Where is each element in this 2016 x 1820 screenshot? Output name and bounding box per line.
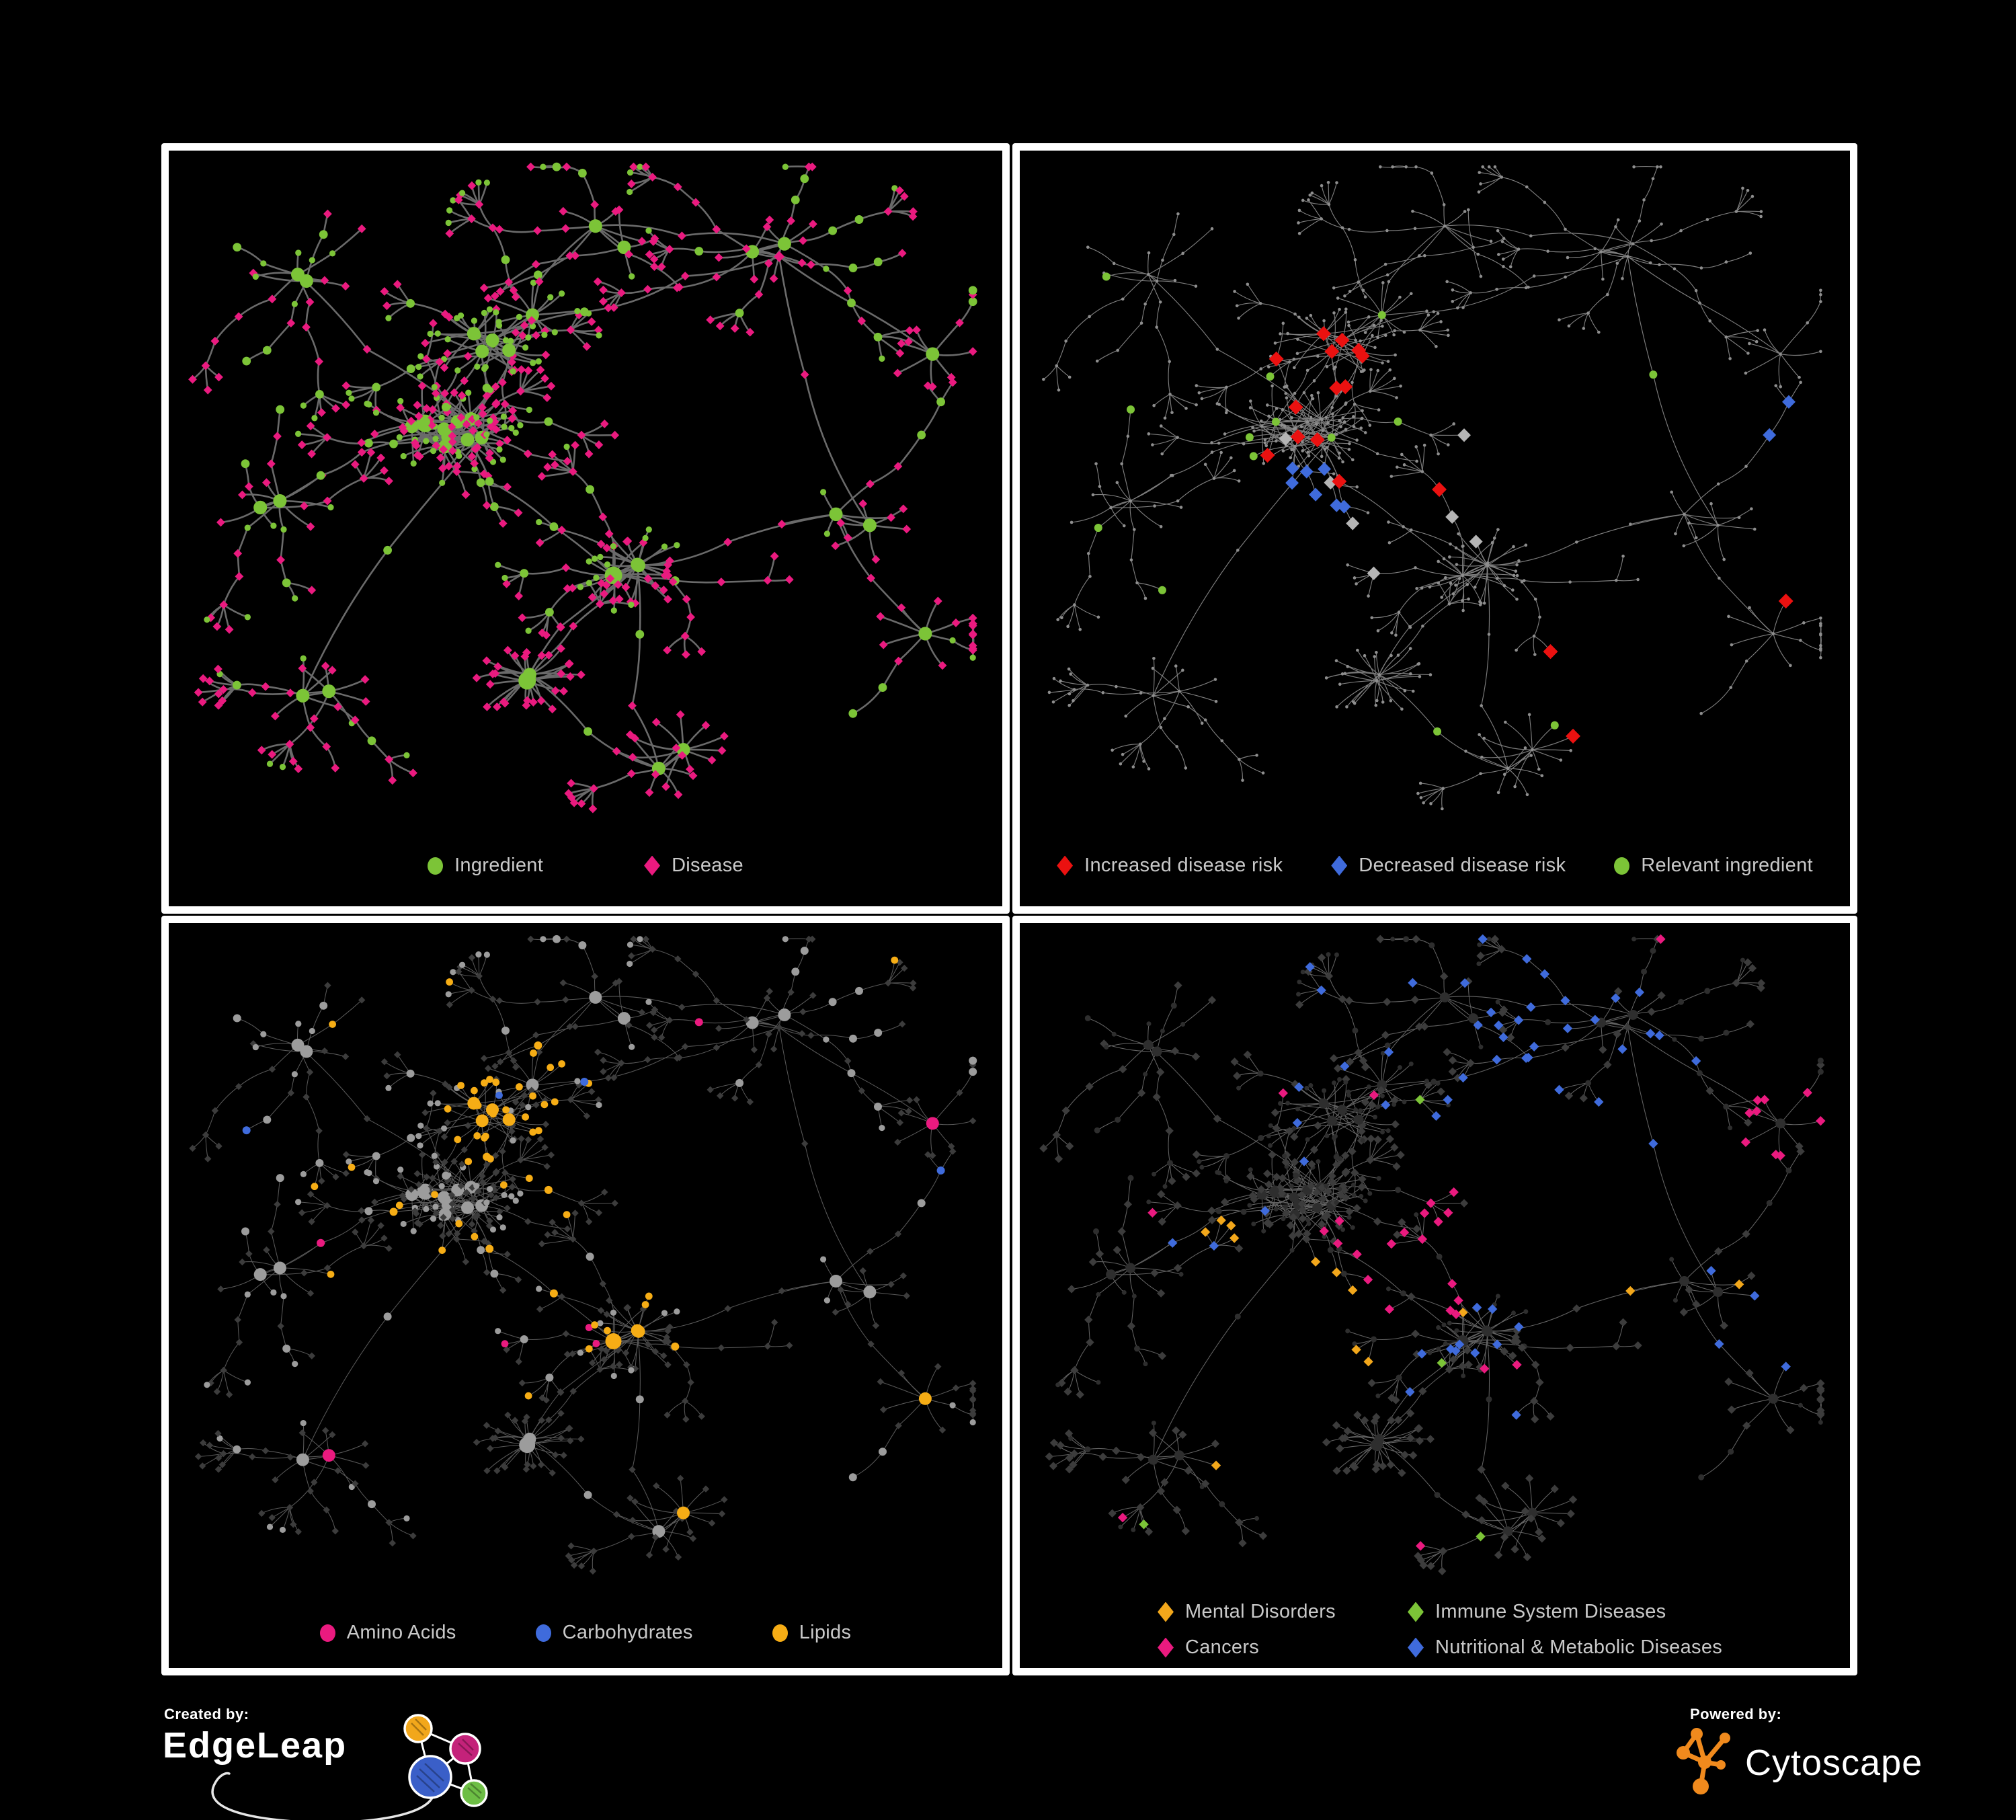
- edgeleap-branding: Created by: EdgeLeap: [161, 1702, 551, 1820]
- cytoscape-logo-row: Cytoscape: [1672, 1723, 1982, 1803]
- legend-label: Disease: [672, 855, 743, 876]
- legend-circle-icon: [428, 857, 444, 875]
- cytoscape-logo-text: Cytoscape: [1745, 1743, 1923, 1783]
- legend-diamond-icon: [1158, 1637, 1174, 1658]
- nodes-layer: [189, 935, 977, 1575]
- legend-disease-risk: Increased disease risk Decreased disease …: [1020, 855, 1850, 877]
- legend-label: Lipids: [799, 1622, 852, 1643]
- edgeleap-swoosh: [211, 1772, 434, 1820]
- edges-layer: [1043, 938, 1822, 1572]
- edges-layer: [1043, 165, 1822, 809]
- cytoscape-logo-icon: [1677, 1728, 1730, 1794]
- nodes-layer: [188, 162, 977, 814]
- legend-circle-icon: [772, 1624, 788, 1642]
- legend-circle-icon: [1614, 857, 1630, 875]
- network-graph-disease-classes: [1039, 934, 1826, 1575]
- legend-item-ingredient: Ingredient: [428, 855, 543, 877]
- panel-disease-risk-network: Increased disease risk Decreased disease …: [1012, 143, 1857, 914]
- panel-disease-classes-network: Mental Disorders Immune System Diseases Ca…: [1012, 916, 1857, 1675]
- legend-item-disease: Disease: [644, 855, 743, 877]
- panel-ingredient-disease-network: Ingredient Disease: [161, 143, 1010, 914]
- legend-disease-classes: Mental Disorders Immune System Diseases Ca…: [1158, 1601, 1722, 1659]
- cytoscape-branding: Powered by: Cytoscape: [1672, 1702, 1982, 1820]
- legend-nutrient-classes: Amino Acids Carbohydrates Lipids: [169, 1622, 1002, 1644]
- legend-circle-icon: [319, 1624, 335, 1642]
- legend-item-amino-acids: Amino Acids: [319, 1622, 456, 1644]
- created-by-label: Created by:: [164, 1706, 249, 1723]
- legend-ingredient-disease: Ingredient Disease: [169, 855, 1002, 877]
- legend-diamond-icon: [1331, 855, 1348, 876]
- legend-label: Mental Disorders: [1185, 1601, 1336, 1622]
- panel-nutrient-classes-network: Amino Acids Carbohydrates Lipids: [161, 916, 1010, 1675]
- legend-diamond-icon: [1057, 855, 1074, 876]
- powered-by-label: Powered by:: [1690, 1706, 1782, 1723]
- legend-label: Immune System Diseases: [1435, 1601, 1666, 1622]
- legend-item-lipids: Lipids: [772, 1622, 852, 1644]
- nodes-layer: [1042, 165, 1822, 811]
- legend-label: Amino Acids: [346, 1622, 456, 1643]
- edgeleap-logo-text: EdgeLeap: [163, 1725, 348, 1766]
- legend-label: Nutritional & Metabolic Diseases: [1435, 1636, 1723, 1658]
- network-graph-disease-risk: [1042, 165, 1822, 811]
- legend-label: Ingredient: [454, 855, 544, 876]
- legend-item-relevant-ingredient: Relevant ingredient: [1614, 855, 1813, 877]
- nodes-layer: [1039, 934, 1826, 1575]
- legend-label: Cancers: [1185, 1636, 1260, 1658]
- legend-item-increased-disease-risk: Increased disease risk: [1057, 855, 1283, 877]
- legend-item-nutritional-metabolic-diseases: Nutritional & Metabolic Diseases: [1408, 1636, 1722, 1659]
- legend-circle-icon: [535, 1624, 551, 1642]
- legend-label: Increased disease risk: [1084, 855, 1283, 876]
- legend-label: Relevant ingredient: [1641, 855, 1813, 876]
- network-graph-ingredient-disease: [188, 162, 977, 814]
- network-graph-nutrient-classes: [189, 935, 977, 1575]
- legend-item-mental-disorders: Mental Disorders: [1158, 1601, 1336, 1623]
- legend-item-immune-system-diseases: Immune System Diseases: [1408, 1601, 1666, 1623]
- legend-diamond-icon: [644, 855, 661, 876]
- legend-item-decreased-disease-risk: Decreased disease risk: [1331, 855, 1566, 877]
- legend-item-cancers: Cancers: [1158, 1636, 1259, 1659]
- legend-label: Decreased disease risk: [1359, 855, 1566, 876]
- legend-diamond-icon: [1408, 1601, 1424, 1622]
- legend-diamond-icon: [1158, 1601, 1174, 1622]
- legend-label: Carbohydrates: [562, 1622, 693, 1643]
- legend-item-carbohydrates: Carbohydrates: [535, 1622, 693, 1644]
- legend-diamond-icon: [1408, 1637, 1424, 1658]
